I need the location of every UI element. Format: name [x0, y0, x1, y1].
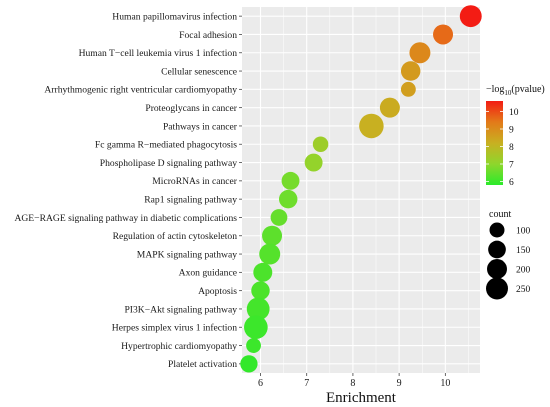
data-point — [262, 225, 283, 246]
data-point — [400, 81, 416, 97]
x-tick-label: 9 — [397, 378, 402, 389]
data-point — [251, 281, 270, 300]
y-tick-label: Axon guidance — [179, 268, 237, 279]
color-legend-title: −log10(pvalue) — [486, 84, 545, 97]
y-tick-label: Hypertrophic cardiomyopathy — [121, 341, 237, 352]
plot-panel — [242, 7, 480, 373]
size-legend-label: 250 — [516, 285, 531, 295]
y-tick-label: Human papillomavirus infection — [112, 11, 237, 22]
y-tick-labels: Human papillomavirus infection Focal adhe… — [14, 11, 242, 370]
colorbar-tick-label: 7 — [509, 160, 514, 170]
size-legend: count 100 150 200 250 — [486, 209, 531, 300]
data-point — [259, 243, 281, 265]
y-tick-label: Human T−cell leukemia virus 1 infection — [79, 48, 238, 59]
data-point — [312, 136, 329, 152]
data-point — [359, 113, 384, 139]
y-tick-label: Fc gamma R−mediated phagocytosis — [95, 140, 237, 151]
x-tick-label: 6 — [258, 378, 263, 389]
size-legend-title: count — [489, 209, 511, 220]
y-tick-label: Herpes simplex virus 1 infection — [112, 323, 237, 334]
data-point — [278, 189, 298, 209]
colorbar — [486, 101, 503, 185]
data-point — [270, 209, 288, 226]
x-tick-labels: 6 7 8 9 10 — [258, 373, 450, 389]
data-point — [433, 24, 454, 45]
colorbar-tick-label: 6 — [509, 178, 514, 188]
colorbar-tick-label: 10 — [509, 108, 519, 118]
size-legend-key — [488, 240, 506, 259]
data-point — [240, 355, 258, 373]
data-point — [459, 5, 482, 28]
y-tick-label: Focal adhesion — [179, 30, 237, 41]
x-axis-title: Enrichment — [326, 390, 397, 406]
x-tick-label: 7 — [304, 378, 309, 389]
data-point — [244, 315, 268, 340]
color-legend-title-sub: 10 — [504, 89, 512, 97]
size-legend-label: 200 — [516, 265, 531, 275]
size-legend-key — [486, 277, 508, 300]
colorbar-tick-label: 8 — [509, 143, 514, 153]
size-legend-key — [487, 259, 507, 279]
data-point — [379, 97, 400, 118]
y-tick-label: PI3K−Akt signaling pathway — [124, 304, 237, 315]
data-point — [246, 297, 270, 321]
color-legend-title-suffix: (pvalue) — [511, 84, 544, 95]
size-legend-key — [489, 222, 505, 238]
color-legend-title-prefix: −log — [486, 84, 504, 95]
data-point — [304, 153, 323, 172]
y-tick-label: Rap1 signaling pathway — [144, 194, 237, 205]
y-tick-label: Arrhythmogenic right ventricular cardiom… — [44, 85, 237, 96]
y-tick-label: Cellular senescence — [161, 66, 237, 77]
data-point — [246, 338, 261, 353]
data-point — [281, 171, 300, 190]
grid-lines — [242, 7, 480, 373]
x-tick-label: 10 — [440, 378, 450, 389]
y-tick-label: Proteoglycans in cancer — [145, 103, 237, 114]
size-legend-label: 100 — [516, 226, 531, 236]
y-tick-label: Platelet activation — [168, 359, 237, 370]
data-point — [409, 42, 431, 64]
data-point — [400, 61, 421, 81]
y-tick-label: Apoptosis — [198, 286, 237, 297]
data-points — [240, 5, 482, 373]
y-tick-label: AGE−RAGE signaling pathway in diabetic c… — [14, 213, 237, 224]
y-tick-label: MicroRNAs in cancer — [152, 176, 238, 187]
y-tick-label: Regulation of actin cytoskeleton — [113, 231, 238, 242]
y-tick-label: Phospholipase D signaling pathway — [100, 158, 237, 169]
size-legend-label: 150 — [516, 246, 531, 256]
y-tick-label: MAPK signaling pathway — [137, 249, 237, 260]
x-tick-label: 8 — [350, 378, 355, 389]
y-tick-label: Pathways in cancer — [163, 121, 238, 132]
colorbar-tick-label: 9 — [509, 125, 514, 135]
data-point — [253, 262, 273, 282]
